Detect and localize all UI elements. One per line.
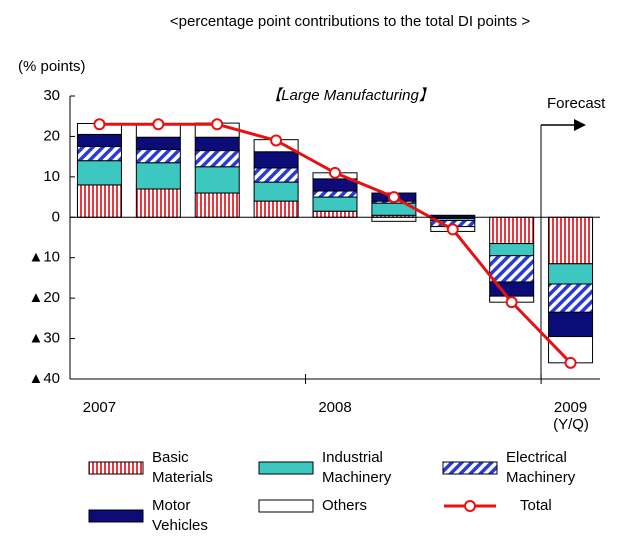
legend-box [442,461,498,475]
x-tick-label: 2007 [83,399,116,416]
legend-swatch [88,509,144,523]
legend-swatch [258,499,314,513]
bar-segment [371,216,417,222]
bar-segment [135,148,181,164]
chart-subtitle: <percentage point contributions to the t… [170,13,530,30]
bar-segment [312,196,358,212]
bar-segment [548,283,594,313]
bar-segment [135,136,181,150]
bar-segment [253,200,299,218]
y-tick-label: ▲30 [28,330,60,347]
bar-segment [135,162,181,190]
legend-item: Motor Vehicles [88,496,247,536]
total-marker [329,166,341,179]
y-tick-label: ▲10 [28,249,60,266]
total-marker [211,118,224,131]
bar-segment [548,311,594,338]
bar-segment [76,160,122,186]
legend-label: Industrial Machinery [322,449,392,486]
total-marker [505,296,518,309]
bar-segment [194,166,240,194]
x-unit-label: (Y/Q) [553,416,589,433]
bar-segment [312,190,358,198]
bar-segment [312,210,358,218]
bar-segment [489,216,535,245]
x-tick-label: 2009 [554,399,587,416]
legend-swatch [442,461,498,475]
legend-box [88,509,144,523]
bar-segment [548,216,594,265]
bar-segment [253,181,299,202]
y-tick-label: ▲40 [28,370,60,387]
chart: <percentage point contributions to the t… [18,13,606,433]
legend-label: Basic Materials [152,449,213,486]
bar-segment [194,150,240,168]
legend-item: Electrical Machinery [442,448,601,488]
y-tick-label: 30 [43,87,60,104]
legend-box [258,499,314,513]
legend-label: Motor Vehicles [152,497,208,534]
y-tick-label: 20 [43,127,60,144]
bar-segment [253,167,299,183]
bar-segment [76,146,122,162]
legend-item: Others [258,496,417,516]
total-marker [387,191,400,204]
annotation: Forecast [547,95,606,112]
total-marker [93,118,106,131]
legend-label: Total [520,497,552,514]
bar-segment [135,188,181,218]
legend-marker [464,500,476,512]
bar-segment [548,263,594,285]
legend-swatch [88,461,144,475]
y-tick-label: 10 [43,168,60,185]
legend-box [88,461,144,475]
legend-box [258,461,314,475]
bar-segment [76,184,122,218]
bar-segment [489,243,535,257]
x-tick-label: 2008 [318,399,351,416]
legend-label: Electrical Machinery [506,449,576,486]
legend-item: Industrial Machinery [258,448,417,488]
bar-segment [489,255,535,283]
y-tick-label: ▲20 [28,289,60,306]
legend-item: Total [442,496,615,516]
legend-item: Basic Materials [88,448,247,488]
bar-segment [194,136,240,152]
total-marker [446,223,459,236]
legend-swatch [258,461,314,475]
forecast-arrowhead [574,119,586,131]
bar-segment [253,151,299,169]
legend-swatch [444,500,496,512]
total-marker [564,356,577,369]
legend-label: Others [322,497,368,514]
bar-segment [76,133,122,148]
bar-segment [194,192,240,218]
legend: Basic Materials Industrial Machinery Elect… [0,440,634,534]
y-axis-label: (% points) [18,58,86,75]
total-marker [270,134,283,147]
total-marker [152,118,165,131]
chart-title: 【Large Manufacturing】 [266,87,434,104]
y-tick-label: 0 [52,208,60,225]
